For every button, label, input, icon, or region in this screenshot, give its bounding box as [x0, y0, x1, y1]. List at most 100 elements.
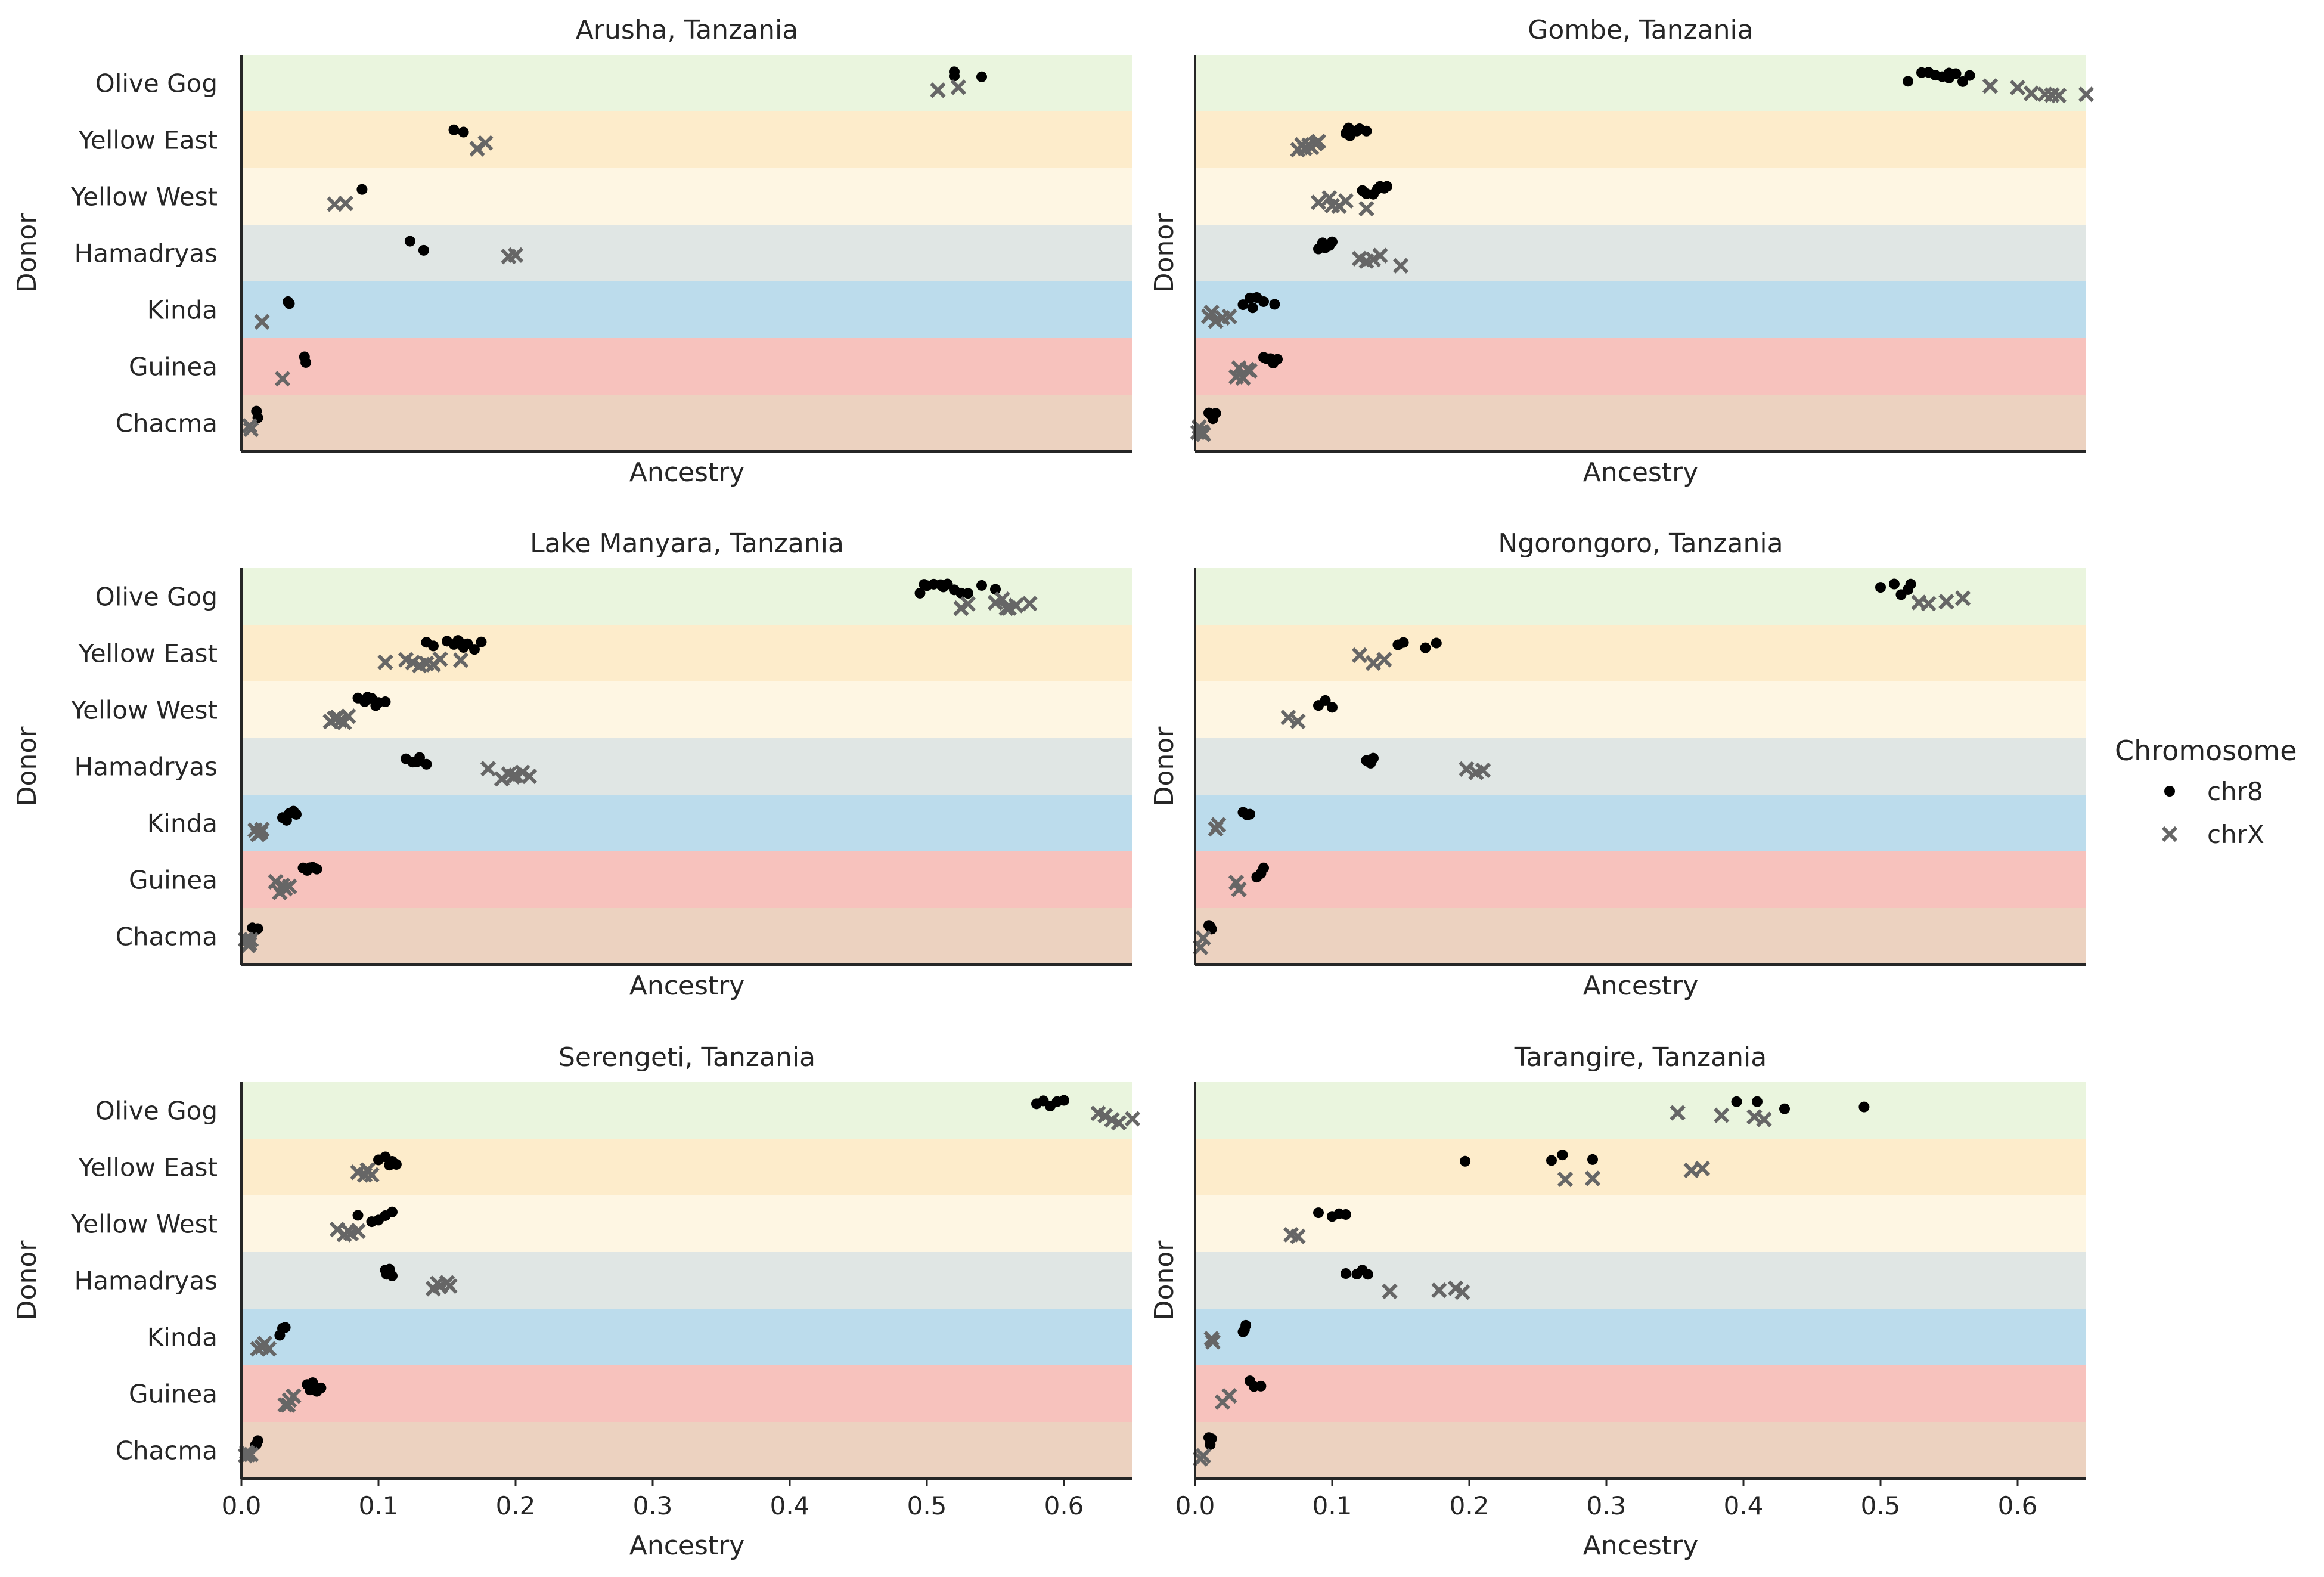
x-tick-label: 0.1	[359, 1491, 399, 1520]
y-axis-label: Donor	[1149, 726, 1180, 807]
chr8-point	[938, 581, 949, 593]
chrX-point	[1110, 1115, 1127, 1131]
chrX-point	[1210, 817, 1227, 833]
facet-panel: Gombe, Tanzania Donor Ancestry	[1149, 15, 2095, 488]
chr8-point	[1587, 1154, 1598, 1165]
chrX-point	[2023, 85, 2040, 101]
legend-entry-label: chr8	[2207, 777, 2263, 806]
donor-band	[1195, 1422, 2086, 1479]
chr8-point	[1237, 299, 1249, 311]
panel-title: Ngorongoro, Tanzania	[1498, 528, 1783, 559]
chr8-point	[1269, 299, 1280, 310]
x-tick-label: 0.1	[1313, 1491, 1352, 1520]
chrX-point	[241, 935, 257, 952]
chrX-point	[337, 196, 353, 212]
panel-title: Tarangire, Tanzania	[1514, 1042, 1767, 1073]
chr8-point	[277, 1322, 288, 1334]
donor-band	[1195, 1252, 2086, 1309]
donor-band	[241, 168, 1132, 225]
chrX-point	[960, 596, 976, 612]
y-tick-label: Kinda	[147, 296, 218, 325]
chr8-point	[1379, 182, 1390, 194]
chrX-point	[405, 655, 421, 671]
chrX-point	[1920, 596, 1937, 612]
chr8-point	[1752, 1096, 1763, 1107]
chr8-point	[458, 642, 469, 653]
chr8-point	[1357, 185, 1368, 196]
donor-band	[241, 1195, 1132, 1252]
x-axis-label: Ancestry	[1583, 457, 1699, 488]
chr8-point	[448, 124, 460, 135]
x-tick-label: 0.3	[633, 1491, 673, 1520]
chrX-point	[452, 652, 469, 668]
x-axis-label: Ancestry	[629, 1530, 745, 1561]
x-axis-label: Ancestry	[1583, 1530, 1699, 1561]
chr8-point	[1327, 702, 1338, 713]
x-tick-label: 0.0	[222, 1491, 262, 1520]
donor-band	[241, 738, 1132, 795]
panel-title: Arusha, Tanzania	[576, 15, 798, 45]
donor-band	[241, 1309, 1132, 1365]
chr8-point	[356, 184, 368, 195]
chrX-point	[1097, 1108, 1113, 1124]
y-tick-label: Kinda	[147, 1323, 218, 1352]
chrX-point	[359, 1162, 376, 1178]
chrX-point	[1714, 1107, 1730, 1123]
chrX-point	[1195, 1448, 1211, 1464]
chr8-point	[251, 405, 262, 417]
chr8-point	[1944, 67, 1954, 79]
donor-band	[1195, 1365, 2086, 1422]
chrX-point	[2009, 79, 2026, 96]
chr8-point	[1889, 578, 1900, 590]
donor-band	[241, 908, 1132, 965]
donor-band	[241, 395, 1132, 451]
donor-band	[241, 795, 1132, 851]
chr8-point	[381, 1269, 392, 1280]
donor-band	[1195, 1139, 2086, 1195]
chrX-point	[477, 135, 494, 151]
chr8-point	[1255, 1380, 1267, 1392]
chr8-point	[307, 862, 318, 873]
facet-panel: Tarangire, Tanzania Donor 0.0 0.1 0.2 0.3 0.4 0…	[1149, 1042, 2086, 1561]
chrX-point	[340, 708, 356, 724]
chr8-point	[300, 357, 312, 368]
chr8-point	[1258, 296, 1269, 307]
donor-band	[241, 1365, 1132, 1422]
x-tick-label: 0.6	[1044, 1491, 1084, 1520]
chrX-point	[1756, 1111, 1772, 1127]
y-tick-label: Yellow East	[78, 126, 218, 155]
donor-band	[1195, 738, 2086, 795]
chr8-point	[1320, 695, 1331, 706]
chr8-point	[1313, 1207, 1324, 1219]
x-axis-label: Ancestry	[1583, 971, 1699, 1001]
chr8-point	[976, 580, 987, 591]
y-tick-label: Hamadryas	[75, 1266, 218, 1296]
y-tick-label: Hamadryas	[75, 239, 218, 268]
chrX-point	[1475, 762, 1491, 779]
chr8-point	[283, 296, 294, 307]
chr8-point	[1343, 122, 1354, 134]
x-tick-label: 0.2	[1450, 1491, 1490, 1520]
chr8-point	[1247, 302, 1258, 314]
chrX-point	[1022, 596, 1038, 612]
chrX-point	[480, 761, 497, 777]
donor-band	[241, 1252, 1132, 1309]
chrX-point	[505, 769, 521, 785]
chrX-point	[377, 654, 393, 670]
x-axis-label: Ancestry	[629, 971, 745, 1001]
y-tick-label: Kinda	[147, 809, 218, 838]
x-tick-label: 0.0	[1175, 1491, 1215, 1520]
chr8-point	[1045, 1101, 1056, 1112]
legend-marker-x-icon	[2161, 826, 2178, 842]
chrX-point	[243, 422, 259, 438]
donor-band	[241, 55, 1132, 111]
chr8-point	[370, 700, 381, 711]
chr8-point	[352, 1210, 364, 1221]
donor-band	[241, 281, 1132, 338]
chr8-point	[1858, 1101, 1870, 1113]
chrX-point	[256, 1336, 273, 1352]
chr8-point	[1431, 637, 1442, 649]
chrX-point	[1290, 1228, 1306, 1244]
y-tick-label: Chacma	[116, 922, 218, 952]
chr8-point	[1205, 921, 1216, 932]
